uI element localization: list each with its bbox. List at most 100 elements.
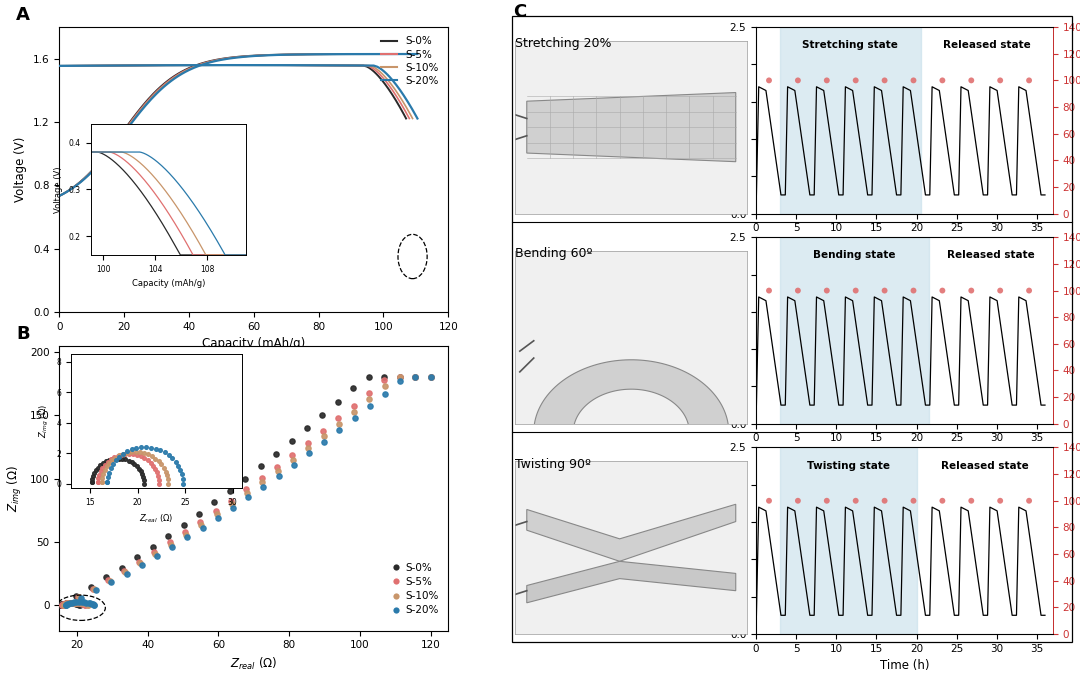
Point (252, 461, 269, 472)
Point (64, 598, 81, 609)
Point (69, 592, 86, 603)
Point (991, 285, 1009, 296)
Text: Released state: Released state (943, 40, 1030, 50)
Point (237, 473, 254, 484)
Point (144, 542, 161, 553)
Point (255, 481, 272, 492)
Point (206, 497, 224, 508)
Point (99, 575, 117, 586)
Legend: S-0%, S-5%, S-10%, S-20%: S-0%, S-5%, S-10%, S-20% (377, 33, 443, 90)
X-axis label: $Z_{real}\ (\Omega)$: $Z_{real}\ (\Omega)$ (230, 656, 278, 672)
Point (59, 598, 77, 609)
Point (1021, 496, 1038, 506)
Point (62, 598, 79, 609)
Y-axis label: Voltage (V): Voltage (V) (711, 87, 724, 153)
Point (132, 558, 149, 569)
Point (194, 522, 212, 533)
Point (52, 599, 69, 610)
Point (391, 376, 408, 386)
Y-axis label: $Z_{img}\ (\Omega)$: $Z_{img}\ (\Omega)$ (6, 464, 25, 512)
Point (269, 466, 286, 477)
Point (55, 599, 72, 610)
Point (82, 582, 99, 593)
Point (68, 599, 85, 610)
Point (361, 394, 378, 405)
Point (346, 413, 363, 424)
Point (329, 397, 347, 407)
Point (1021, 75, 1038, 86)
Point (133, 559, 150, 570)
Text: Bending 60º: Bending 60º (515, 247, 593, 260)
Bar (780, 447, 917, 634)
Point (55, 599, 72, 610)
Point (268, 449, 285, 460)
Point (57, 598, 75, 609)
Point (70, 597, 87, 608)
Point (147, 549, 164, 559)
Bar (780, 27, 920, 214)
Point (114, 565, 132, 576)
Y-axis label: Voltage (V): Voltage (V) (14, 137, 27, 202)
Point (991, 75, 1009, 86)
Point (87, 584, 105, 595)
Point (847, 285, 864, 296)
Point (60, 597, 78, 608)
Point (54, 599, 71, 610)
Point (239, 487, 256, 498)
Point (57, 599, 75, 610)
Point (238, 484, 255, 495)
Point (315, 431, 333, 441)
Point (422, 372, 440, 383)
Point (85, 600, 103, 611)
Point (905, 496, 922, 506)
Bar (780, 237, 929, 424)
Point (98, 572, 116, 583)
Point (85, 584, 103, 595)
Point (760, 285, 778, 296)
X-axis label: Time (h): Time (h) (880, 659, 929, 672)
Point (63, 597, 80, 608)
Point (55, 599, 72, 610)
Point (176, 527, 193, 538)
Point (57, 599, 75, 610)
Point (314, 425, 332, 436)
Point (760, 496, 778, 506)
Text: Stretching state: Stretching state (802, 40, 899, 50)
Point (54, 599, 71, 610)
Point (376, 374, 393, 385)
Point (991, 496, 1009, 506)
Text: Stretching 20%: Stretching 20% (515, 37, 611, 50)
Point (55, 599, 72, 610)
Point (962, 75, 980, 86)
Point (84, 583, 102, 594)
Point (192, 519, 210, 530)
Point (71, 597, 89, 608)
Point (66, 597, 83, 608)
Point (72, 598, 90, 609)
Point (422, 372, 440, 383)
Point (67, 598, 84, 609)
Point (113, 562, 131, 573)
Polygon shape (534, 360, 729, 454)
Point (129, 552, 146, 563)
Y-axis label: Voltage (V): Voltage (V) (711, 508, 724, 574)
Point (75, 598, 92, 609)
Point (54, 599, 71, 610)
Point (146, 547, 163, 558)
Point (175, 520, 192, 531)
Point (69, 599, 86, 610)
Point (72, 597, 90, 607)
Point (253, 473, 270, 483)
Point (207, 506, 225, 517)
Point (361, 387, 378, 398)
Point (60, 598, 78, 609)
Point (52, 600, 69, 611)
Point (73, 597, 91, 608)
Point (345, 383, 362, 394)
Point (70, 597, 87, 607)
Point (299, 443, 316, 454)
Point (80, 599, 97, 610)
Point (284, 450, 301, 460)
Point (406, 372, 423, 383)
Point (905, 285, 922, 296)
